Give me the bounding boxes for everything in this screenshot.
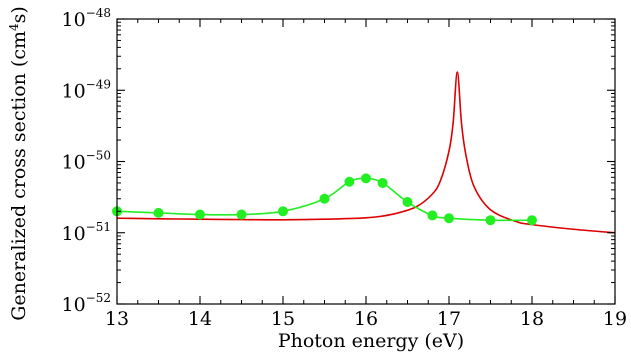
series-2-point [278, 206, 288, 217]
y-tick-label: 10−48 [61, 6, 111, 31]
series-2-point [195, 209, 205, 220]
series-2-point [344, 176, 355, 187]
series-2-point [427, 210, 438, 221]
x-axis-label: Photon energy (eV) [278, 330, 464, 352]
plot-frame [116, 18, 616, 305]
series-2-point [377, 177, 388, 188]
x-tick-label: 13 [105, 308, 129, 330]
x-tick-label: 17 [437, 308, 461, 330]
series-2-point [361, 173, 371, 184]
x-tick-label: 15 [271, 308, 295, 330]
series-2-point [319, 193, 330, 204]
series-2-point [153, 207, 164, 218]
series-2-point [402, 197, 413, 208]
x-tick-label: 18 [520, 308, 544, 330]
y-tick-label: 10−51 [61, 220, 111, 245]
y-tick-label: 10−49 [61, 77, 111, 102]
series-2-point [444, 213, 454, 224]
y-axis-label: Generalized cross section (cm4s) [7, 6, 30, 321]
series-layer [112, 71, 616, 234]
x-tick-label: 19 [603, 308, 627, 330]
axis-layer [116, 18, 616, 305]
x-tick-label: 14 [188, 308, 212, 330]
y-tick-label: 10−52 [61, 291, 111, 316]
series-2-point [485, 215, 496, 226]
label-layer: 13 14 15 16 17 18 19 10−48 10−49 10−50 10−51 10−52 P… [7, 6, 627, 352]
y-tick-label: 10−50 [61, 149, 111, 174]
x-tick-label: 16 [354, 308, 378, 330]
series-2-point [527, 215, 537, 226]
series-2-point [236, 209, 247, 220]
series-1-line [116, 71, 616, 234]
